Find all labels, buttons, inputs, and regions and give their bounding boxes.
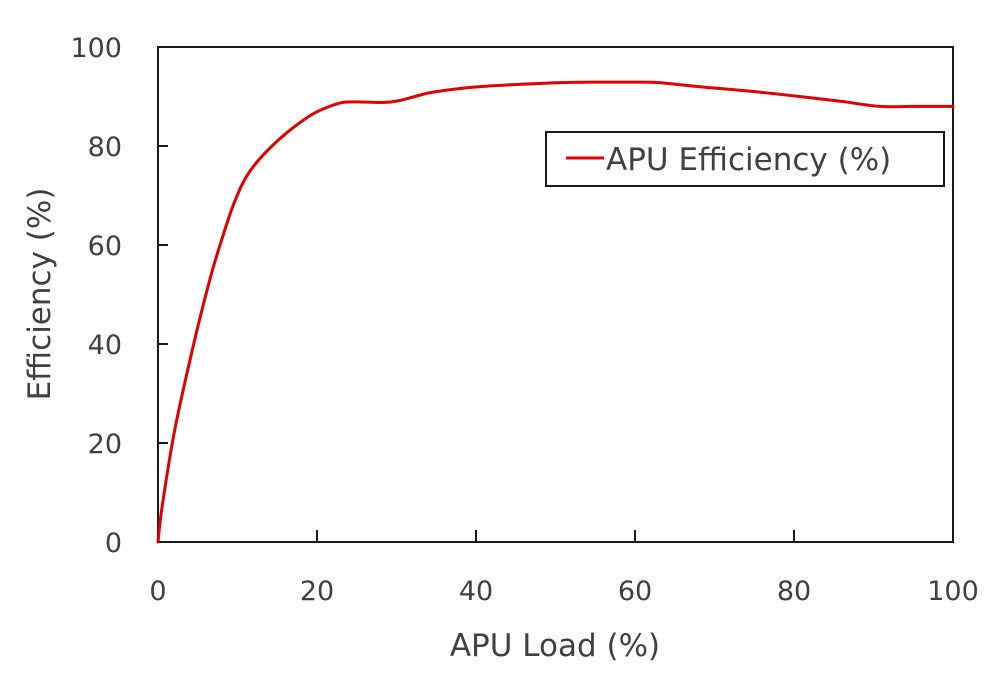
x-tick-label: 20: [300, 576, 334, 607]
x-axis-ticks: [316, 530, 795, 542]
y-tick-label: 20: [88, 429, 122, 460]
y-tick-label: 60: [88, 231, 122, 262]
plot-area-frame: [157, 46, 954, 543]
x-axis-tick-labels: 0 20 40 60 80 100: [149, 576, 978, 607]
x-tick-label: 60: [618, 576, 652, 607]
x-tick-label: 0: [149, 576, 166, 607]
legend-label: APU Efficiency (%): [606, 142, 891, 178]
legend: APU Efficiency (%): [545, 131, 945, 187]
x-tick-label: 80: [777, 576, 811, 607]
legend-box: [545, 131, 945, 187]
y-axis-tick-labels: 0 20 40 60 80 100: [70, 33, 122, 559]
y-tick-label: 40: [88, 330, 122, 361]
y-axis-ticks: [158, 145, 168, 444]
y-tick-label: 100: [70, 33, 122, 64]
y-tick-label: 80: [88, 132, 122, 163]
y-tick-label: 0: [105, 528, 122, 559]
x-axis-title: APU Load (%): [450, 628, 660, 664]
efficiency-line: [156, 80, 955, 544]
x-tick-label: 100: [927, 576, 979, 607]
x-tick-label: 40: [459, 576, 493, 607]
y-axis-title: Efficiency (%): [22, 188, 58, 401]
